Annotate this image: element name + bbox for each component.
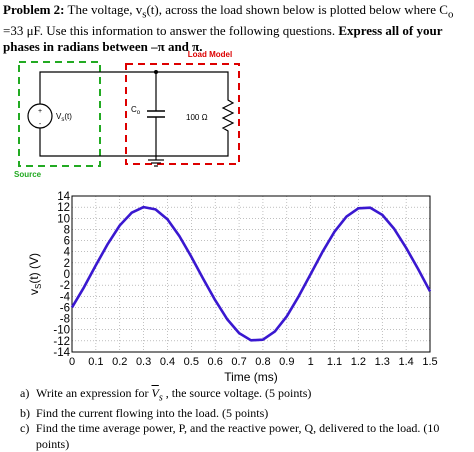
intro-sub-s: s bbox=[142, 8, 147, 21]
y-tick-label: -12 bbox=[53, 336, 70, 348]
x-tick-label: 0.6 bbox=[208, 356, 223, 368]
intro-sub-o: o bbox=[447, 8, 454, 21]
x-axis-label: Time (ms) bbox=[224, 370, 278, 384]
intro-text-2: (t), across the load shown below is plot… bbox=[146, 2, 448, 17]
question-c: c) Find the time average power, P, and th… bbox=[20, 421, 440, 451]
source-minus: - bbox=[39, 121, 42, 128]
voltage-source-icon bbox=[27, 103, 53, 129]
intro-text-1: The voltage, v bbox=[64, 2, 143, 17]
load-box bbox=[125, 63, 240, 165]
x-tick-label: 1.5 bbox=[422, 356, 437, 368]
vs-waveform-line bbox=[70, 205, 432, 342]
x-tick-label: 0.9 bbox=[279, 356, 294, 368]
problem-label: Problem 2: bbox=[3, 2, 65, 17]
source-label: Source bbox=[14, 170, 42, 179]
y-tick-label: -14 bbox=[53, 347, 70, 359]
y-tick-label: 2 bbox=[64, 258, 70, 270]
x-tick-label: 1 bbox=[308, 356, 314, 368]
cap-label: Co bbox=[131, 105, 141, 116]
circuit-diagram: Load Model Source Co 100 Ω + - Vs(t) bbox=[14, 50, 240, 179]
problem-statement: Problem 2: The voltage, vs(t), across th… bbox=[3, 2, 471, 54]
y-tick-label: 14 bbox=[57, 191, 70, 203]
y-tick-label: 0 bbox=[64, 269, 70, 281]
y-tick-label: 4 bbox=[64, 247, 71, 259]
y-tick-label: 6 bbox=[64, 236, 70, 248]
y-tick-label: -10 bbox=[53, 325, 70, 337]
resistor-label: 100 Ω bbox=[186, 113, 208, 122]
x-tick-label: 0.2 bbox=[112, 356, 127, 368]
top-node bbox=[154, 70, 158, 74]
y-tick-label: -4 bbox=[60, 291, 71, 303]
y-tick-label: -8 bbox=[60, 314, 70, 326]
resistor-icon bbox=[221, 94, 235, 136]
circuit-wires bbox=[39, 71, 229, 160]
x-tick-label: 1.3 bbox=[375, 356, 390, 368]
y-tick-label: 12 bbox=[57, 202, 70, 214]
load-model-label: Load Model bbox=[188, 50, 232, 59]
x-tick-label: 0.4 bbox=[160, 356, 175, 368]
x-tick-label: 0 bbox=[69, 356, 75, 368]
ground-icon bbox=[148, 159, 164, 167]
question-b: b) Find the current flowing into the load… bbox=[20, 405, 269, 420]
top-wire bbox=[39, 71, 229, 104]
question-a: a) Write an expression for Vs , the sourc… bbox=[20, 386, 312, 404]
x-tick-label: 0.8 bbox=[255, 356, 270, 368]
x-tick-label: 1.1 bbox=[327, 356, 342, 368]
x-tick-label: 0.7 bbox=[231, 356, 246, 368]
plot-grid bbox=[71, 195, 431, 353]
phase-instruction: Express all of your phases in radians be… bbox=[3, 23, 443, 54]
x-tick-label: 1.2 bbox=[351, 356, 366, 368]
source-plus: + bbox=[38, 108, 42, 115]
y-tick-label: -2 bbox=[60, 280, 70, 292]
x-tick-label: 0.3 bbox=[136, 356, 151, 368]
plot-frame bbox=[71, 195, 431, 353]
source-box bbox=[18, 61, 101, 167]
source-voltage-label: Vs(t) bbox=[56, 112, 72, 123]
phasor-v-symbol: Vs bbox=[151, 386, 163, 404]
y-tick-label: 10 bbox=[57, 213, 70, 225]
intro-text-3: =33 μF. Use this information to answer t… bbox=[3, 23, 339, 39]
y-tick-label: 8 bbox=[64, 224, 70, 236]
x-tick-label: 0.1 bbox=[88, 356, 103, 368]
y-axis-label: vS(t) (V) bbox=[27, 253, 43, 295]
y-tick-label: -6 bbox=[60, 302, 70, 314]
x-tick-label: 1.4 bbox=[398, 356, 413, 368]
x-tick-label: 0.5 bbox=[184, 356, 199, 368]
question-list: a) Write an expression for Vs , the sourc… bbox=[20, 386, 472, 452]
bottom-wire bbox=[39, 128, 229, 157]
x-tick-labels: 0 0.1 0.2 0.3 0.4 0.5 0.6 0.7 0.8 0.9 1 1.1 1.2 1.3 1.… bbox=[69, 356, 438, 368]
